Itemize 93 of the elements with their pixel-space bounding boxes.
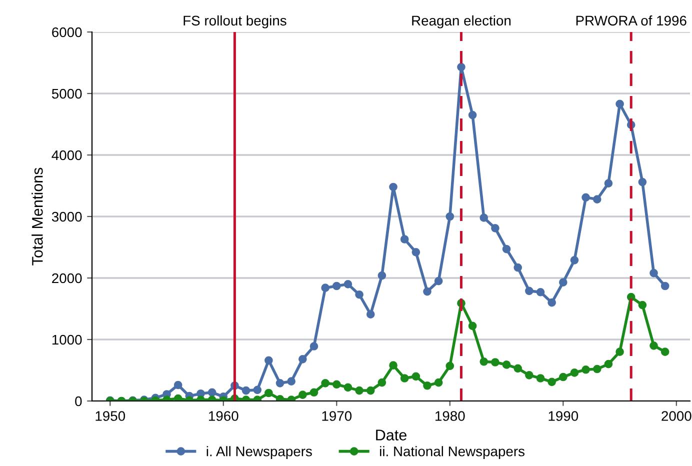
y-tick-label: 1000 xyxy=(52,334,82,345)
x-tick-label: 1990 xyxy=(548,411,578,421)
legend-label: ii. National Newspapers xyxy=(380,446,524,460)
y-tick-label: 2000 xyxy=(52,273,82,284)
point xyxy=(242,386,250,395)
point xyxy=(344,280,352,288)
y-tick-label: 3000 xyxy=(52,212,82,222)
point xyxy=(514,263,522,272)
point xyxy=(548,298,556,307)
point xyxy=(389,182,398,192)
point xyxy=(650,268,658,278)
point xyxy=(287,377,296,386)
x-tick-label: 1950 xyxy=(96,411,126,421)
point xyxy=(298,355,307,364)
point xyxy=(321,379,330,388)
point xyxy=(582,193,590,202)
point xyxy=(366,310,375,318)
point xyxy=(332,282,341,290)
point xyxy=(502,244,511,254)
point xyxy=(468,110,477,120)
point xyxy=(310,388,318,397)
point xyxy=(446,212,454,221)
point xyxy=(446,362,454,370)
point xyxy=(332,380,341,389)
point xyxy=(592,195,602,204)
point xyxy=(570,256,579,264)
point xyxy=(536,374,545,382)
point xyxy=(525,371,534,380)
point xyxy=(468,322,477,330)
point xyxy=(491,358,500,366)
ref-line-label: FS rollout begins xyxy=(184,15,286,28)
point xyxy=(434,378,443,387)
x-tick-label: 1960 xyxy=(208,411,238,421)
point xyxy=(491,224,500,232)
point xyxy=(548,378,556,386)
y-tick-label: 6000 xyxy=(52,27,82,38)
ref-line-label: Reagan election xyxy=(412,15,511,28)
point xyxy=(558,278,568,286)
point xyxy=(400,235,409,244)
point xyxy=(412,248,420,256)
point xyxy=(253,386,262,394)
point xyxy=(616,100,624,108)
legend-label: i. All Newspapers xyxy=(206,446,312,460)
point xyxy=(355,290,364,299)
point xyxy=(276,394,284,401)
point xyxy=(480,214,488,222)
point xyxy=(423,381,432,390)
point xyxy=(592,364,602,374)
point xyxy=(650,341,658,350)
point xyxy=(174,394,182,401)
point xyxy=(604,179,613,188)
point xyxy=(344,383,352,392)
point xyxy=(298,390,307,400)
y-axis-title: Total Mentions xyxy=(32,168,43,266)
point xyxy=(525,286,534,296)
point xyxy=(264,356,273,365)
point xyxy=(660,348,670,356)
point xyxy=(457,62,466,72)
point xyxy=(378,378,386,387)
y-tick-label: 0 xyxy=(75,396,82,406)
y-tick-label: 4000 xyxy=(52,150,82,160)
point xyxy=(174,380,182,390)
point xyxy=(558,372,568,382)
y-tick-label: 5000 xyxy=(52,88,82,99)
point xyxy=(570,368,579,377)
point xyxy=(378,271,386,280)
point xyxy=(604,360,613,368)
point xyxy=(389,361,398,370)
ref-line-label: PRWORA of 1996 xyxy=(576,15,686,26)
point xyxy=(366,386,375,395)
point xyxy=(276,379,284,388)
point xyxy=(638,300,647,310)
point xyxy=(480,357,488,366)
point xyxy=(310,342,318,350)
point xyxy=(423,287,432,296)
point xyxy=(514,364,522,373)
x-tick-label: 1970 xyxy=(322,411,352,421)
point xyxy=(321,284,330,292)
point xyxy=(400,374,409,382)
x-tick-label: 1980 xyxy=(436,411,465,421)
point xyxy=(502,360,511,369)
point xyxy=(355,386,364,395)
x-tick-label: 2000 xyxy=(662,411,692,421)
point xyxy=(582,365,590,374)
point xyxy=(660,282,670,290)
point xyxy=(434,276,443,286)
point xyxy=(536,288,545,296)
point xyxy=(412,372,420,381)
point xyxy=(264,388,273,398)
point xyxy=(638,178,647,186)
point xyxy=(208,388,216,397)
point xyxy=(616,348,624,356)
x-axis-title: Date xyxy=(376,430,406,440)
